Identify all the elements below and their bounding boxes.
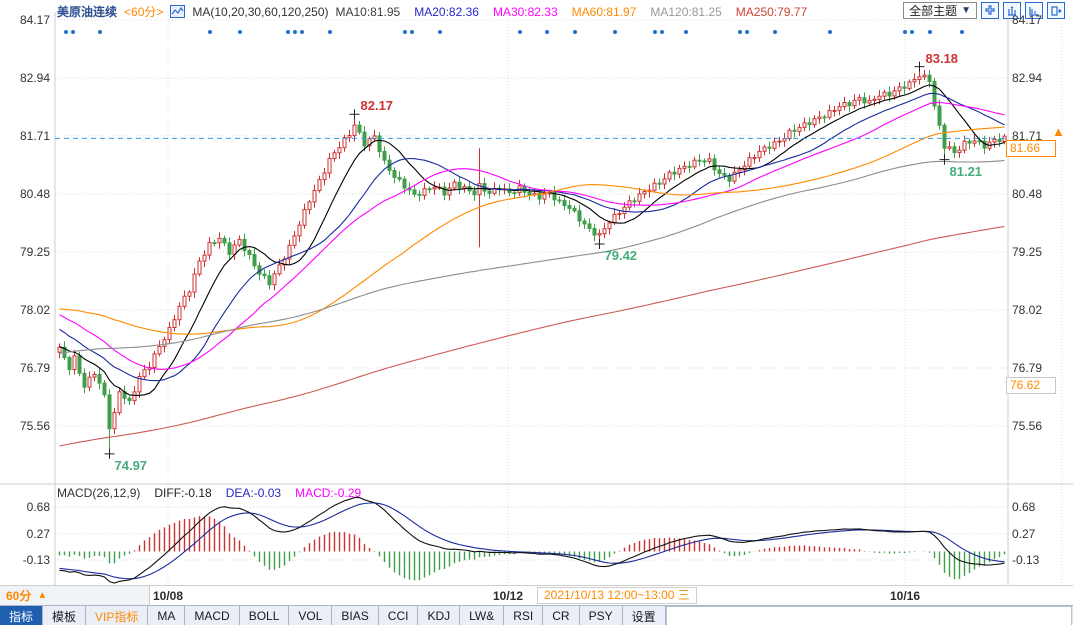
macd-params-label: MACD(26,12,9) (57, 486, 141, 500)
tab-4[interactable]: MA (148, 606, 186, 625)
indicator-tab-bar: 指标 模板 VIP指标 MA MACD BOLL VOL BIAS CCI KDJ LW& RSI CR… (0, 605, 1073, 625)
tab-6[interactable]: BOLL (239, 606, 290, 625)
ma-value-label: MA30:82.33 (492, 4, 558, 19)
tab-15[interactable]: 设置 (622, 606, 666, 625)
price-tick-label: 78.02 (19, 303, 50, 317)
price-tick-label: 76.79 (1012, 361, 1043, 375)
panel-collapse-icon[interactable] (1047, 2, 1065, 19)
chart-header: 美原油连续 <60分> MA(10,20,30,60,120,250) MA10… (57, 3, 807, 20)
candles-layer (57, 66, 1007, 454)
high-price-annotation: 83.18 (925, 50, 959, 66)
tab-13[interactable]: CR (543, 606, 580, 625)
macd-diff-value: DIFF:-0.18 (154, 486, 212, 500)
price-tick-label: 78.02 (1012, 303, 1043, 317)
price-tick-label: 81.71 (1012, 129, 1043, 143)
grid-layer (0, 12, 1073, 585)
low-price-annotation: 81.21 (949, 163, 983, 179)
price-tick-label: 79.25 (19, 245, 50, 259)
header-toolbar: 全部主题 ▼ (903, 2, 1065, 19)
tab-9[interactable]: CCI (378, 606, 419, 625)
ma-value-label: MA250:79.77 (735, 4, 808, 19)
macd-tick-label: 0.27 (26, 526, 50, 541)
ma-group-label: MA(10,20,30,60,120,250) (192, 4, 329, 19)
price-up-arrow-icon: ▲ (1052, 124, 1065, 139)
ma-value-label: MA10:81.95 (335, 4, 401, 19)
price-tick-label: 80.48 (1012, 187, 1043, 201)
scale-horizontal-icon[interactable] (1025, 2, 1043, 19)
chevron-down-icon: ▼ (961, 5, 971, 16)
secondary-price-badge: 76.62 (1006, 377, 1056, 394)
macd-dea-value: DEA:-0.03 (225, 486, 282, 500)
hovered-bar-time-tooltip: 2021/10/13 12:00~13:00 三 (537, 587, 697, 604)
tab-bar-empty-area (665, 606, 1072, 625)
price-tick-label: 82.94 (1012, 71, 1043, 85)
ma-value-label: MA60:81.97 (571, 4, 637, 19)
time-axis-row: 60分 ▲ 10/08 10/12 10/16 2021/10/13 12:00~1… (0, 585, 1073, 606)
last-price-badge: 81.66 (1006, 140, 1056, 157)
tab-7[interactable]: VOL (289, 606, 333, 625)
high-price-annotation: 82.17 (360, 98, 394, 114)
price-tick-label: 84.17 (1012, 13, 1043, 27)
x-axis-label: 10/08 (152, 589, 184, 603)
chart-type-icon[interactable] (170, 5, 186, 18)
tab-14[interactable]: PSY (579, 606, 623, 625)
price-tick-label: 84.17 (19, 13, 50, 27)
triangle-up-icon: ▲ (37, 590, 48, 601)
tab-5[interactable]: MACD (185, 606, 240, 625)
theme-dropdown-label: 全部主题 (909, 4, 958, 18)
price-tick-label: 75.56 (1012, 419, 1043, 433)
annotations-layer (104, 61, 950, 459)
crosshair-move-icon[interactable] (981, 2, 999, 19)
ma-lines-layer (59, 84, 1005, 447)
macd-tick-label: 0.27 (1012, 526, 1036, 541)
ma-value-label: MA20:82.36 (414, 4, 479, 19)
signal-dots-layer (64, 30, 964, 34)
low-price-annotation: 79.42 (604, 247, 638, 263)
tab-2[interactable]: 模板 (43, 606, 87, 625)
price-tick-label: 80.48 (19, 187, 50, 201)
scale-vertical-icon[interactable] (1003, 2, 1021, 19)
x-axis-label: 10/16 (889, 589, 921, 603)
tab-10[interactable]: KDJ (418, 606, 461, 625)
price-tick-label: 76.79 (19, 361, 50, 375)
macd-tick-label: 0.68 (26, 500, 50, 515)
theme-dropdown[interactable]: 全部主题 ▼ (903, 2, 977, 19)
macd-layer (58, 497, 1006, 584)
price-tick-label: 75.56 (19, 419, 50, 433)
tab-8[interactable]: BIAS (332, 606, 379, 625)
macd-macd-value: MACD:-0.29 (295, 486, 362, 500)
tab-11[interactable]: LW& (460, 606, 505, 625)
period-selector-label: 60分 (6, 589, 32, 603)
macd-tick-label: 0.68 (1012, 500, 1036, 515)
x-axis-label: 10/12 (492, 589, 524, 603)
macd-tick-label: -0.13 (22, 553, 50, 567)
symbol-name: 美原油连续 (57, 5, 118, 19)
macd-header: MACD(26,12,9) DIFF:-0.18 DEA:-0.03 MACD:… (57, 486, 361, 500)
price-tick-label: 82.94 (19, 71, 50, 85)
tab-3[interactable]: VIP指标 (86, 606, 149, 625)
period-label: <60分> (124, 5, 164, 19)
low-price-annotation: 74.97 (114, 457, 148, 473)
price-tick-label: 81.71 (19, 129, 50, 143)
tab-1[interactable]: 指标 (0, 606, 44, 625)
ma-value-label: MA120:81.25 (650, 4, 722, 19)
macd-tick-label: -0.13 (1012, 553, 1040, 567)
tab-12[interactable]: RSI (504, 606, 544, 625)
period-selector[interactable]: 60分 ▲ (0, 586, 150, 605)
ma-values: MA10:81.95 MA20:82.36 MA30:82.33 MA60:81.97… (336, 5, 808, 19)
price-tick-label: 79.25 (1012, 245, 1043, 259)
